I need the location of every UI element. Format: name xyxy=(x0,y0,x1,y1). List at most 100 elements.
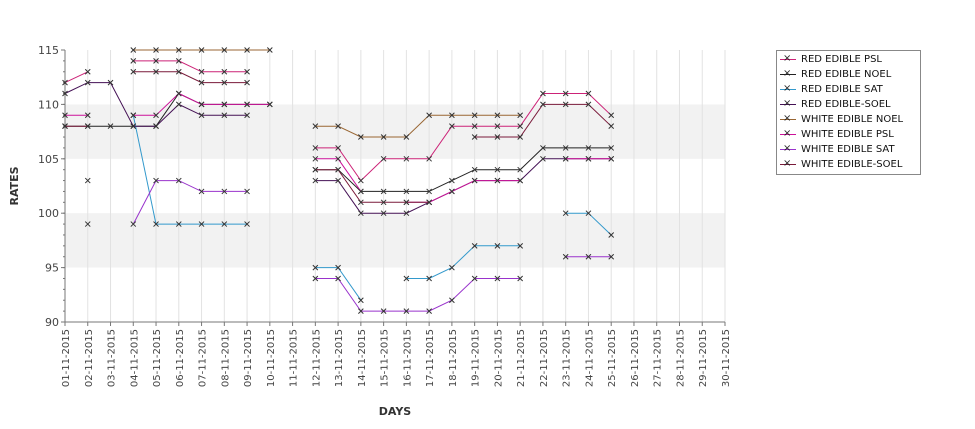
data-point xyxy=(358,188,364,195)
data-point xyxy=(62,90,68,97)
legend-marker: × xyxy=(783,143,792,154)
x-tick-label: 21-11-2015 xyxy=(516,329,527,387)
data-point xyxy=(84,177,91,184)
data-point xyxy=(175,58,182,64)
data-point xyxy=(175,68,182,75)
data-point xyxy=(608,253,615,260)
data-point xyxy=(585,253,592,260)
data-point xyxy=(471,112,478,119)
x-tick-label: 27-11-2015 xyxy=(653,329,664,387)
legend-symbol: × xyxy=(777,82,799,97)
data-point xyxy=(449,112,455,119)
legend-marker: × xyxy=(783,128,792,139)
data-point xyxy=(130,123,137,130)
data-point xyxy=(244,68,250,75)
data-point xyxy=(312,155,319,162)
data-point xyxy=(175,177,182,184)
data-point xyxy=(471,166,478,173)
legend-item: × WHITE EDIBLE-SOEL xyxy=(777,157,920,172)
data-point xyxy=(62,123,68,130)
x-tick-label: 10-11-2015 xyxy=(266,329,277,387)
data-point xyxy=(198,112,205,119)
series-line xyxy=(315,278,521,312)
y-tick-label: 105 xyxy=(38,153,59,166)
legend-line xyxy=(780,74,796,75)
data-point xyxy=(380,188,387,195)
data-point xyxy=(608,232,615,238)
x-tick-label: 02-11-2015 xyxy=(84,329,95,387)
x-axis-label: DAYS xyxy=(379,405,412,418)
data-point xyxy=(175,90,182,97)
data-point xyxy=(517,112,524,119)
data-point xyxy=(312,123,319,130)
data-point xyxy=(244,101,250,108)
x-tick-label: 28-11-2015 xyxy=(675,329,686,387)
legend-line xyxy=(780,164,796,165)
x-tick-label: 13-11-2015 xyxy=(334,329,345,387)
x-tick-label: 29-11-2015 xyxy=(698,329,709,387)
legend-line xyxy=(780,119,796,120)
data-point xyxy=(312,264,319,271)
data-point xyxy=(517,123,524,130)
data-point xyxy=(449,264,455,271)
series-line xyxy=(315,169,430,203)
data-point xyxy=(471,177,478,184)
data-point xyxy=(358,134,364,140)
data-point xyxy=(585,101,592,108)
data-point xyxy=(585,210,592,217)
data-point xyxy=(517,134,524,140)
legend-symbol: × xyxy=(777,52,799,67)
data-point xyxy=(153,47,159,53)
data-point xyxy=(540,90,546,97)
legend-item: × RED EDIBLE PSL xyxy=(777,52,920,67)
data-point xyxy=(312,275,319,282)
data-point xyxy=(198,101,205,108)
data-point xyxy=(562,210,569,217)
data-point xyxy=(426,188,432,195)
legend-marker: × xyxy=(783,158,792,169)
series-lines xyxy=(62,47,615,314)
band xyxy=(65,104,725,159)
data-point xyxy=(540,155,546,162)
data-point xyxy=(107,123,114,130)
data-point xyxy=(62,112,68,119)
chart-axes xyxy=(64,50,725,323)
data-point xyxy=(380,308,387,314)
legend-label: RED EDIBLE-SOEL xyxy=(801,99,891,110)
x-tick-label: 14-11-2015 xyxy=(357,329,368,387)
x-tick-label: 17-11-2015 xyxy=(425,329,436,387)
series-4 xyxy=(130,47,524,140)
x-tick-label: 19-11-2015 xyxy=(471,329,482,387)
y-axis-ticks: 90 95 100 105 110 115 xyxy=(38,44,65,329)
data-point xyxy=(608,145,615,151)
data-point xyxy=(130,221,137,227)
series-line xyxy=(64,71,89,84)
series-0 xyxy=(62,58,615,184)
plot-background-bands xyxy=(65,104,725,268)
data-point xyxy=(403,275,410,282)
chart-legend: × RED EDIBLE PSL × RED EDIBLE NOEL × RED EDIB… xyxy=(776,50,921,175)
legend-marker: × xyxy=(783,68,792,79)
data-point xyxy=(471,123,478,130)
legend-label: RED EDIBLE SAT xyxy=(801,84,883,95)
x-tick-label: 23-11-2015 xyxy=(562,329,573,387)
legend-symbol: × xyxy=(777,112,799,127)
legend-item: × RED EDIBLE-SOEL xyxy=(777,97,920,112)
data-point xyxy=(517,177,524,184)
data-point xyxy=(358,308,364,314)
data-point xyxy=(562,101,569,108)
data-point xyxy=(84,68,91,75)
y-tick-label: 115 xyxy=(38,44,59,57)
data-point xyxy=(449,188,455,195)
data-point xyxy=(244,47,250,53)
data-point xyxy=(130,68,137,75)
data-point xyxy=(517,275,524,282)
data-point xyxy=(312,177,319,184)
data-point xyxy=(153,221,159,227)
data-point xyxy=(221,79,228,86)
x-tick-label: 07-11-2015 xyxy=(198,329,209,387)
x-tick-label: 15-11-2015 xyxy=(380,329,391,387)
legend-line xyxy=(780,149,796,150)
series-6 xyxy=(84,177,615,314)
data-point xyxy=(471,134,478,140)
